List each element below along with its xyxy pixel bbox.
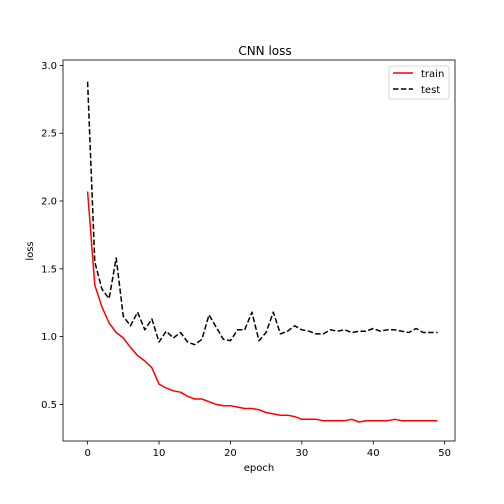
series-test-line	[86, 81, 438, 346]
y-axis-label: loss	[25, 241, 36, 260]
x-tick-label: 50	[438, 448, 451, 459]
x-tick-label: 0	[84, 448, 90, 459]
legend-train-label: train	[421, 69, 444, 80]
y-tick-label: 0.5	[41, 400, 57, 411]
legend-test-label: test	[421, 85, 440, 96]
axis-ticks: 0 10 20 30 40 50 0.5 1.0 1.5 2.0 2.5 3.0	[41, 61, 451, 459]
axes-frame	[62, 59, 456, 442]
legend-box	[388, 65, 450, 100]
y-tick-label: 2.0	[41, 197, 57, 208]
legend: train test	[388, 65, 450, 100]
x-tick-label: 10	[153, 448, 166, 459]
x-tick-label: 40	[367, 448, 380, 459]
plot-area	[86, 81, 438, 423]
x-tick-label: 20	[224, 448, 237, 459]
chart-title: CNN loss	[238, 44, 291, 58]
x-tick-label: 30	[295, 448, 308, 459]
y-tick-label: 3.0	[41, 61, 57, 72]
y-tick-label: 1.0	[41, 332, 57, 343]
x-axis-label: epoch	[244, 463, 274, 474]
y-tick-label: 1.5	[41, 264, 57, 275]
series-train-line	[86, 191, 438, 423]
y-tick-label: 2.5	[41, 129, 57, 140]
